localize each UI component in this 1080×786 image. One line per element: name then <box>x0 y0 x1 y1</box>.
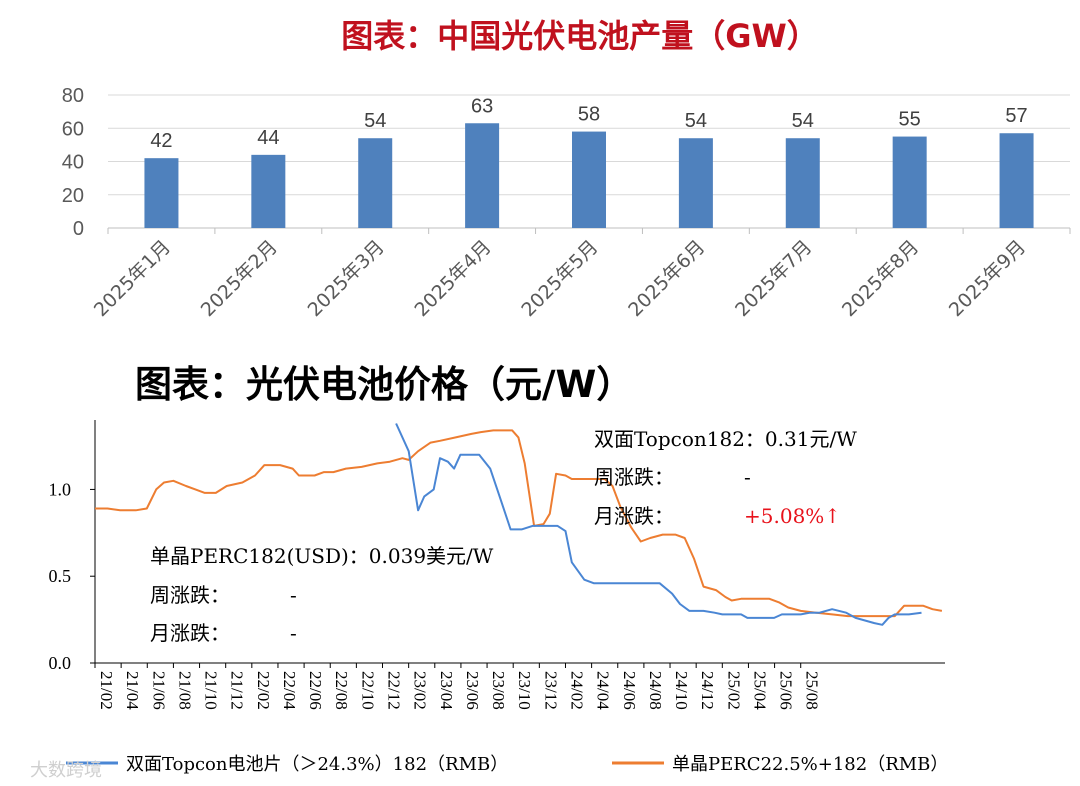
bar-x-tick-label: 2025年9月 <box>945 236 1030 321</box>
perc-price-label: 单晶PERC182(USD)：0.039美元/W <box>150 544 494 568</box>
bar-y-tick-label: 60 <box>62 118 84 140</box>
line-x-tick-label: 24/10 <box>672 671 691 710</box>
bar <box>785 138 820 228</box>
line-x-tick-label: 22/02 <box>254 671 273 710</box>
bar-data-label: 63 <box>471 95 493 117</box>
bar-y-tick-label: 0 <box>73 218 84 240</box>
line-chart: 图表：光伏电池价格（元/W） 0.0 0.5 1.0 21/02 21/04 21/06… <box>49 363 949 775</box>
bar-chart-y-ticks: 0 20 40 60 80 <box>62 85 84 240</box>
line-x-tick-label: 23/04 <box>437 671 456 710</box>
bar-data-label: 57 <box>1005 105 1027 127</box>
legend-topcon-label: 双面Topcon电池片（＞24.3%）182（RMB） <box>126 754 508 775</box>
line-x-tick-label: 23/02 <box>411 671 430 710</box>
perc-weekly-value: - <box>290 583 297 607</box>
bar <box>358 138 393 228</box>
line-x-tick-label: 25/04 <box>750 671 769 710</box>
bar <box>892 136 927 228</box>
bar-data-label: 54 <box>364 110 386 132</box>
line-x-tick-label: 21/02 <box>97 671 116 710</box>
bar-x-tick-label: 2025年3月 <box>304 236 389 321</box>
line-x-tick-label: 21/08 <box>175 671 194 710</box>
bar-chart-data-labels: 42 44 54 63 58 54 54 55 57 <box>150 95 1027 152</box>
line-x-tick-label: 22/06 <box>306 671 325 710</box>
watermark: 大数跨境 <box>30 760 102 781</box>
legend-perc-label: 单晶PERC22.5%+182（RMB） <box>672 754 948 775</box>
bar <box>572 131 606 228</box>
line-x-tick-label: 22/10 <box>358 671 377 710</box>
line-x-tick-label: 24/04 <box>594 671 613 710</box>
line-chart-x-ticks: 21/02 21/04 21/06 21/08 21/10 21/12 22/02 22/04… <box>97 671 822 710</box>
bar-data-label: 42 <box>150 130 172 152</box>
line-x-tick-label: 22/08 <box>332 671 351 710</box>
line-x-tick-label: 23/12 <box>541 671 560 710</box>
bar-data-label: 58 <box>578 104 600 126</box>
line-y-tick-label: 1.0 <box>49 479 72 499</box>
bar-x-tick-label: 2025年2月 <box>197 236 282 321</box>
line-chart-legend: 双面Topcon电池片（＞24.3%）182（RMB） 单晶PERC22.5%+… <box>66 754 948 775</box>
bar-data-label: 54 <box>685 110 707 132</box>
bar-x-tick-label: 2025年1月 <box>90 236 175 321</box>
bar-x-tick-label: 2025年8月 <box>838 236 923 321</box>
bar-x-tick-label: 2025年4月 <box>410 236 495 321</box>
bar-x-tick-label: 2025年6月 <box>624 236 709 321</box>
bar-y-tick-label: 20 <box>62 185 84 207</box>
line-x-tick-label: 21/10 <box>202 671 221 710</box>
line-y-tick-label: 0.5 <box>49 566 72 586</box>
line-x-tick-label: 25/08 <box>803 671 822 710</box>
bar <box>465 123 500 228</box>
line-x-tick-label: 23/06 <box>463 671 482 710</box>
bar-y-tick-label: 80 <box>62 85 84 107</box>
line-x-tick-label: 24/12 <box>698 671 717 710</box>
line-chart-y-ticks: 0.0 0.5 1.0 <box>49 479 72 673</box>
line-x-tick-label: 22/04 <box>280 671 299 710</box>
bar <box>678 138 713 228</box>
topcon-monthly-label: 月涨跌： <box>594 504 674 528</box>
topcon-monthly-value: +5.08%↑ <box>744 504 841 528</box>
line-x-tick-label: 25/06 <box>777 671 796 710</box>
line-chart-title: 图表：光伏电池价格（元/W） <box>135 363 633 406</box>
topcon-price-label: 双面Topcon182：0.31元/W <box>594 427 857 451</box>
line-x-tick-label: 23/08 <box>489 671 508 710</box>
bar <box>144 158 179 228</box>
perc-series-line <box>95 429 943 618</box>
bar-y-tick-label: 40 <box>62 152 84 174</box>
line-x-tick-label: 21/04 <box>123 671 142 710</box>
topcon-weekly-value: - <box>744 465 751 489</box>
line-chart-series <box>95 423 943 626</box>
bar-data-label: 54 <box>792 110 814 132</box>
bar-x-tick-label: 2025年7月 <box>731 236 816 321</box>
topcon-series-line <box>395 423 922 626</box>
bar <box>251 154 286 228</box>
line-x-tick-label: 21/06 <box>149 671 168 710</box>
bar <box>999 133 1034 228</box>
perc-monthly-value: - <box>290 621 297 645</box>
line-x-tick-label: 23/10 <box>515 671 534 710</box>
bar-chart-x-ticks: 2025年1月 2025年2月 2025年3月 2025年4月 2025年5月 2025年… <box>90 236 1030 321</box>
line-x-tick-label: 24/06 <box>620 671 639 710</box>
line-chart-axes <box>90 420 945 668</box>
bar-x-tick-label: 2025年5月 <box>517 236 602 321</box>
perc-monthly-label: 月涨跌： <box>150 621 230 645</box>
line-x-tick-label: 24/02 <box>567 671 586 710</box>
bar-chart: 图表：中国光伏电池产量（GW） 0 20 40 60 80 42 44 54 63 58 54 54… <box>62 17 1071 321</box>
perc-weekly-label: 周涨跌： <box>150 583 230 607</box>
bar-data-label: 44 <box>257 127 279 149</box>
bar-chart-bars <box>144 123 1034 228</box>
line-x-tick-label: 25/02 <box>724 671 743 710</box>
topcon-annotation: 双面Topcon182：0.31元/W 周涨跌： - 月涨跌： +5.08%↑ <box>594 427 857 528</box>
bar-chart-title: 图表：中国光伏电池产量（GW） <box>341 17 819 55</box>
line-x-tick-label: 22/12 <box>385 671 404 710</box>
line-y-tick-label: 0.0 <box>49 653 72 673</box>
line-x-tick-label: 24/08 <box>646 671 665 710</box>
bar-data-label: 55 <box>899 109 921 131</box>
perc-annotation: 单晶PERC182(USD)：0.039美元/W 周涨跌： - 月涨跌： - <box>150 544 494 645</box>
line-x-tick-label: 21/12 <box>228 671 247 710</box>
topcon-weekly-label: 周涨跌： <box>594 465 674 489</box>
